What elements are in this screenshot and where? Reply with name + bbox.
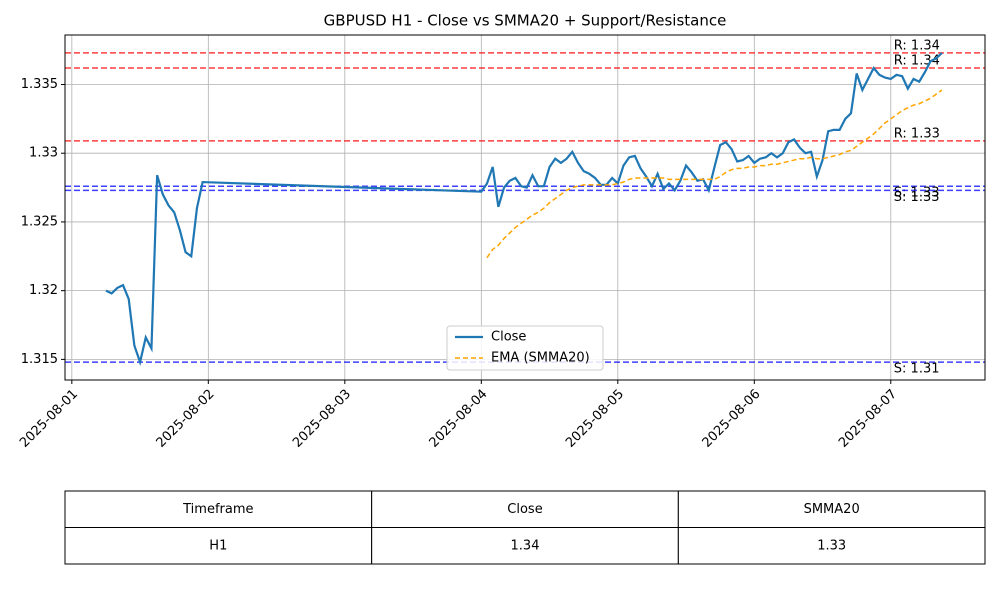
level-label: S: 1.31 [894,362,940,377]
table-cell [64,527,373,565]
legend-label: EMA (SMMA20) [491,351,590,366]
y-tick-label: 1.335 [21,77,58,92]
y-tick-label: 1.325 [21,214,58,229]
table-cell-text: Close [507,502,542,517]
y-tick-label: 1.315 [21,352,58,367]
table-cell-text: SMMA20 [804,502,860,517]
table-cell [64,490,373,528]
chart-title: GBPUSD H1 - Close vs SMMA20 + Support/Re… [324,12,727,30]
table-cell [677,490,986,528]
x-tick-label: 2025-08-02 [154,387,218,451]
level-label: R: 1.33 [894,126,940,141]
x-tick-label: 2025-08-01 [17,387,81,451]
y-tick-label: 1.32 [29,283,58,298]
plot-frame [64,34,986,381]
legend-label: Close [491,330,526,345]
table-cell-text: 1.34 [511,538,540,553]
level-label: S: 1.33 [894,186,940,201]
x-tick-label: 2025-08-03 [290,387,354,451]
y-tick-label: 1.33 [29,146,58,161]
table-cell [677,527,986,565]
table-cell-text: 1.33 [817,538,846,553]
legend: Close EMA (SMMA20) [446,325,604,371]
series-line [105,52,943,367]
x-tick-label: 2025-08-04 [427,387,491,451]
x-tick-label: 2025-08-07 [836,387,900,451]
table-cell-text: H1 [209,538,227,553]
series-line [486,89,943,259]
x-tick-label: 2025-08-05 [563,387,627,451]
table-cell [371,527,679,565]
level-label: R: 1.34 [894,38,940,53]
x-tick-label: 2025-08-06 [700,387,764,451]
table-cell-text: Timeframe [182,502,253,517]
legend-box [446,325,604,371]
level-label: S: 1.33 [894,190,940,205]
